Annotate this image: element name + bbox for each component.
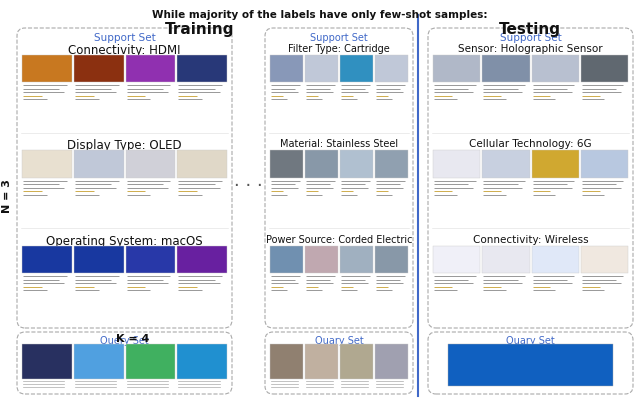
Bar bbox=[375, 55, 408, 82]
Bar bbox=[125, 344, 175, 379]
Bar bbox=[340, 246, 373, 273]
Text: · · ·: · · · bbox=[234, 177, 262, 195]
Text: Query Set: Query Set bbox=[100, 336, 149, 346]
Bar bbox=[125, 150, 175, 178]
Bar bbox=[375, 344, 408, 379]
Bar bbox=[74, 246, 124, 273]
Text: Connectivity: Wireless: Connectivity: Wireless bbox=[473, 235, 588, 245]
Bar bbox=[448, 344, 613, 386]
Bar bbox=[483, 246, 529, 273]
Bar bbox=[270, 55, 303, 82]
Text: Testing: Testing bbox=[499, 22, 561, 37]
Bar bbox=[177, 150, 227, 178]
Bar bbox=[531, 246, 579, 273]
Bar bbox=[74, 150, 124, 178]
Bar bbox=[270, 150, 303, 178]
Bar bbox=[22, 344, 72, 379]
Bar bbox=[375, 246, 408, 273]
Bar bbox=[22, 55, 72, 82]
Bar bbox=[375, 150, 408, 178]
Bar bbox=[580, 55, 628, 82]
Bar bbox=[433, 246, 480, 273]
Text: While majority of the labels have only few-shot samples:: While majority of the labels have only f… bbox=[152, 10, 488, 20]
FancyBboxPatch shape bbox=[265, 28, 413, 328]
Bar bbox=[177, 246, 227, 273]
Bar bbox=[74, 55, 124, 82]
Text: Display Type: OLED: Display Type: OLED bbox=[67, 139, 182, 152]
Bar bbox=[125, 246, 175, 273]
Bar bbox=[125, 55, 175, 82]
Text: Material: Stainless Steel: Material: Stainless Steel bbox=[280, 139, 398, 149]
Text: Quary Set: Quary Set bbox=[506, 336, 555, 346]
Text: Operating System: macOS: Operating System: macOS bbox=[46, 235, 203, 248]
Text: Support Set: Support Set bbox=[500, 33, 561, 43]
Text: Filter Type: Cartridge: Filter Type: Cartridge bbox=[288, 44, 390, 54]
Text: Training: Training bbox=[165, 22, 235, 37]
FancyBboxPatch shape bbox=[428, 28, 633, 328]
FancyBboxPatch shape bbox=[17, 28, 232, 328]
Text: Sensor: Holographic Sensor: Sensor: Holographic Sensor bbox=[458, 44, 603, 54]
Bar bbox=[177, 344, 227, 379]
Bar bbox=[22, 150, 72, 178]
Bar bbox=[433, 55, 480, 82]
Text: K = 4: K = 4 bbox=[116, 334, 150, 344]
Text: Power Source: Corded Electric: Power Source: Corded Electric bbox=[266, 235, 412, 245]
Text: Support Set: Support Set bbox=[310, 33, 368, 43]
Bar bbox=[483, 150, 529, 178]
FancyBboxPatch shape bbox=[428, 332, 633, 394]
Bar bbox=[531, 150, 579, 178]
Text: N = 3: N = 3 bbox=[2, 179, 12, 213]
FancyBboxPatch shape bbox=[17, 332, 232, 394]
Text: Quary Set: Quary Set bbox=[315, 336, 364, 346]
Text: Cellular Technology: 6G: Cellular Technology: 6G bbox=[469, 139, 592, 149]
Bar bbox=[483, 55, 529, 82]
Bar bbox=[305, 55, 338, 82]
Bar bbox=[270, 344, 303, 379]
Bar bbox=[305, 150, 338, 178]
Bar bbox=[74, 344, 124, 379]
Bar bbox=[340, 55, 373, 82]
Bar bbox=[340, 150, 373, 178]
FancyBboxPatch shape bbox=[265, 332, 413, 394]
Bar bbox=[433, 150, 480, 178]
Bar bbox=[531, 55, 579, 82]
Bar bbox=[580, 150, 628, 178]
Bar bbox=[580, 246, 628, 273]
Text: Support Set: Support Set bbox=[93, 33, 156, 43]
Bar bbox=[340, 344, 373, 379]
Bar bbox=[177, 55, 227, 82]
Text: Connectivity: HDMI: Connectivity: HDMI bbox=[68, 44, 180, 57]
Bar bbox=[305, 246, 338, 273]
Bar bbox=[22, 246, 72, 273]
Bar bbox=[305, 344, 338, 379]
Bar bbox=[270, 246, 303, 273]
